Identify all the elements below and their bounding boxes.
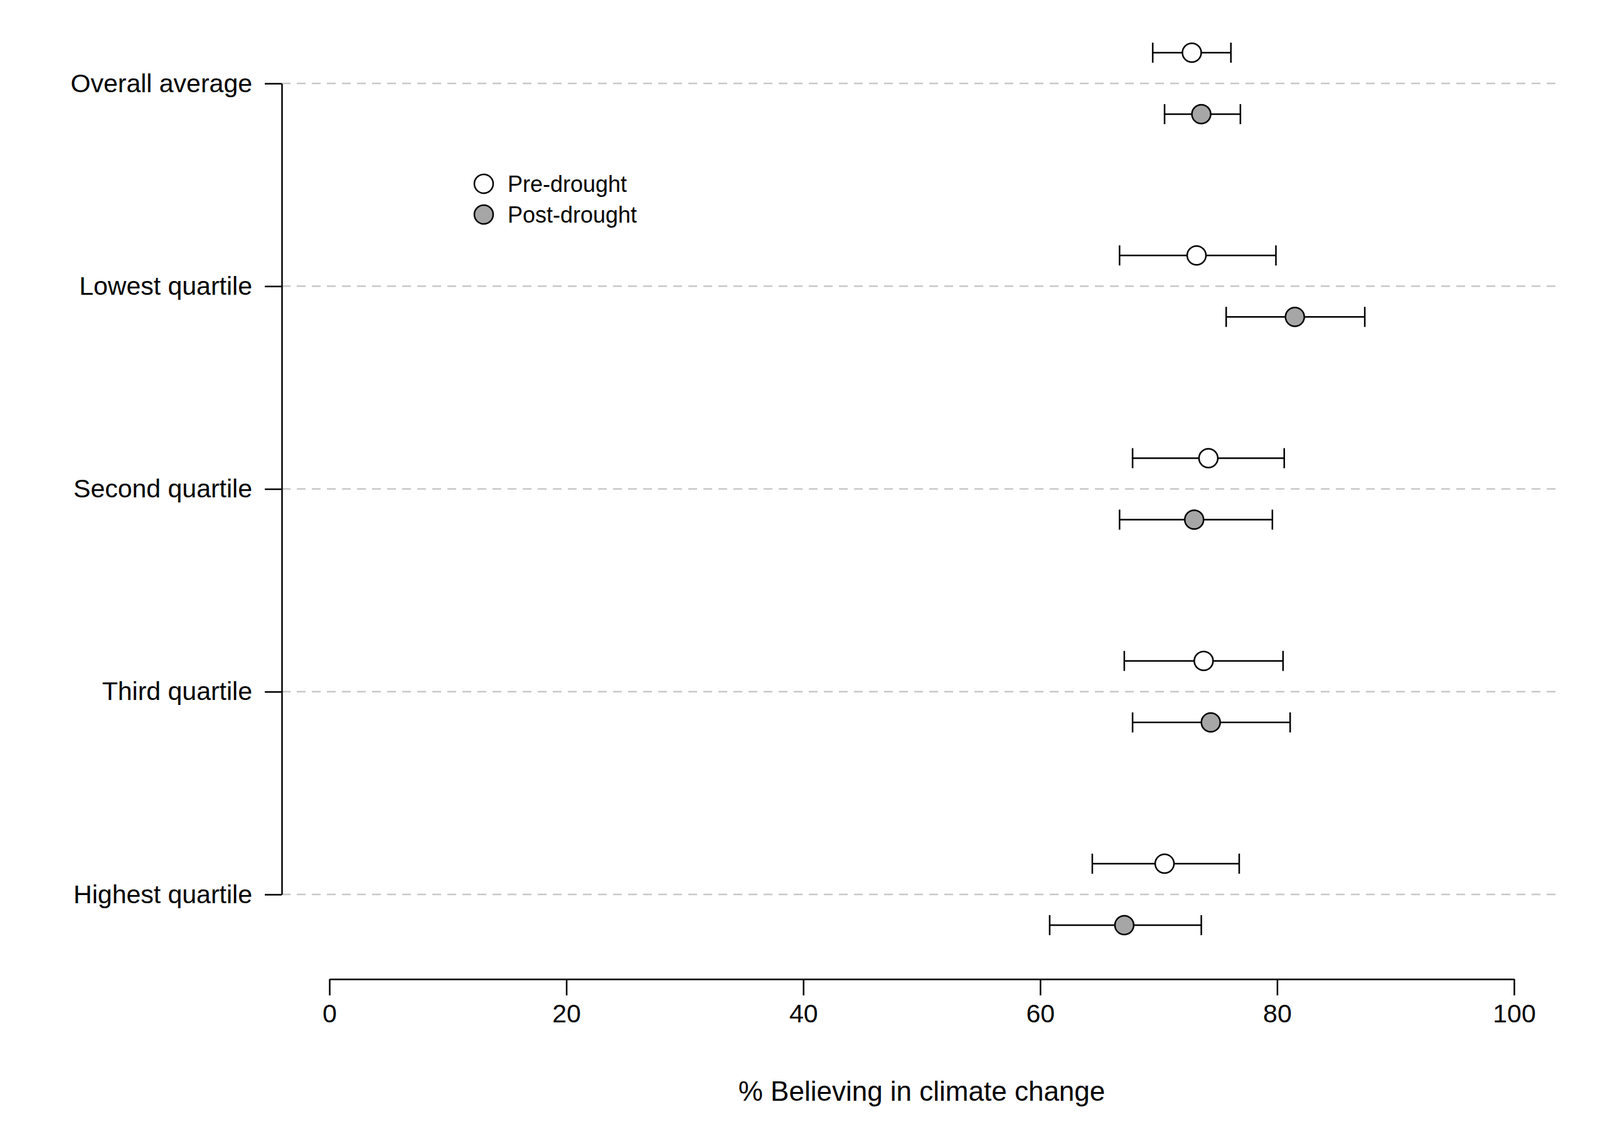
y-tick: Highest quartile [73,880,282,910]
point [1182,43,1201,63]
point [1114,916,1134,935]
y-tick-mark [264,286,282,288]
y-tick-mark [264,691,282,694]
grid-line [281,691,1562,694]
error-bar [1119,510,1273,531]
x-tick-mark [565,979,568,996]
x-tick-label: 40 [789,999,819,1029]
point [1155,854,1174,874]
error-bar-cap [1123,651,1126,672]
grid-line [281,82,1562,85]
point [1201,713,1221,733]
legend-marker [474,174,494,194]
y-tick-mark [264,488,282,491]
grid [281,83,1562,895]
error-bar-cap [1289,712,1292,733]
error-bar-cap [1049,915,1051,936]
legend-label: Pre-drought [507,171,627,198]
error-bar-cap [1118,245,1121,266]
point [1192,104,1211,124]
x-tick-label: 0 [322,999,337,1029]
y-tick-mark [264,82,282,85]
series [1049,104,1365,936]
error-bar [1049,915,1202,936]
error-bar-cap [1118,510,1121,531]
error-bar-cap [1274,245,1277,266]
plot-area [1049,42,1365,936]
error-bar [1164,104,1241,125]
y-tick-label: Second quartile [73,474,253,504]
y-tick-label: Third quartile [102,677,253,706]
error-bar [1092,853,1240,875]
x-tick: 60 [1025,979,1055,1029]
y-tick-label: Highest quartile [73,880,253,910]
x-tick-mark [1039,979,1042,996]
error-bar-cap [1238,853,1241,875]
error-bar-cap [1282,651,1285,672]
error-bar-cap [1200,915,1203,936]
legend-marker [474,205,494,224]
x-tick: 40 [789,979,819,1029]
x-tick-label: 100 [1492,999,1536,1029]
error-bar-cap [1163,104,1166,125]
x-tick: 80 [1263,979,1292,1029]
y-tick: Overall average [70,69,282,98]
x-tick-label: 60 [1025,999,1055,1029]
x-axis-line [330,978,1515,981]
error-bar-cap [1271,510,1274,531]
error-bar [1152,42,1232,63]
point [1194,651,1213,671]
point [1187,245,1206,265]
error-bar [1124,651,1284,672]
grid-line [281,894,1562,896]
y-axis: Overall average Lowest quartile Second qua… [70,69,283,910]
y-tick-label: Overall average [70,69,253,98]
x-axis-title: % Believing in climate change [738,1076,1106,1107]
error-bar-cap [1131,448,1134,469]
error-bar-cap [1091,853,1094,875]
x-tick-mark [802,979,805,996]
error-bar [1119,245,1276,266]
x-axis: 0 20 40 60 80 100 [322,979,1536,1029]
x-tick-mark [1513,979,1516,996]
y-tick-label: Lowest quartile [79,271,253,301]
x-tick: 100 [1492,979,1536,1029]
error-bar-cap [1364,306,1366,327]
x-tick-mark [1276,979,1279,996]
x-tick: 20 [552,979,582,1029]
error-bar-cap [1239,104,1242,125]
series [1092,42,1285,875]
y-tick: Third quartile [102,677,282,706]
error-bar-cap [1131,712,1134,733]
point [1199,449,1218,469]
x-tick-label: 20 [552,999,582,1029]
error-bar [1132,448,1285,469]
error-bar-cap [1225,306,1228,327]
legend: Pre-drought Post-drought [474,171,637,228]
y-tick-mark [264,894,282,896]
chart: Overall average Lowest quartile Second qua… [0,0,1600,1129]
error-bar-cap [1283,448,1286,469]
error-bar-cap [1152,42,1154,63]
error-bar [1226,306,1365,327]
x-tick-mark [328,979,331,996]
grid-line [281,488,1562,491]
grid-line [281,285,1562,288]
y-tick: Second quartile [73,474,282,504]
y-tick: Lowest quartile [79,271,282,301]
x-tick: 0 [322,979,337,1029]
x-tick-label: 80 [1263,999,1292,1029]
legend-label: Post-drought [507,202,637,228]
error-bar [1132,712,1291,733]
point [1285,307,1305,327]
point [1184,510,1204,530]
error-bar-cap [1230,42,1233,63]
